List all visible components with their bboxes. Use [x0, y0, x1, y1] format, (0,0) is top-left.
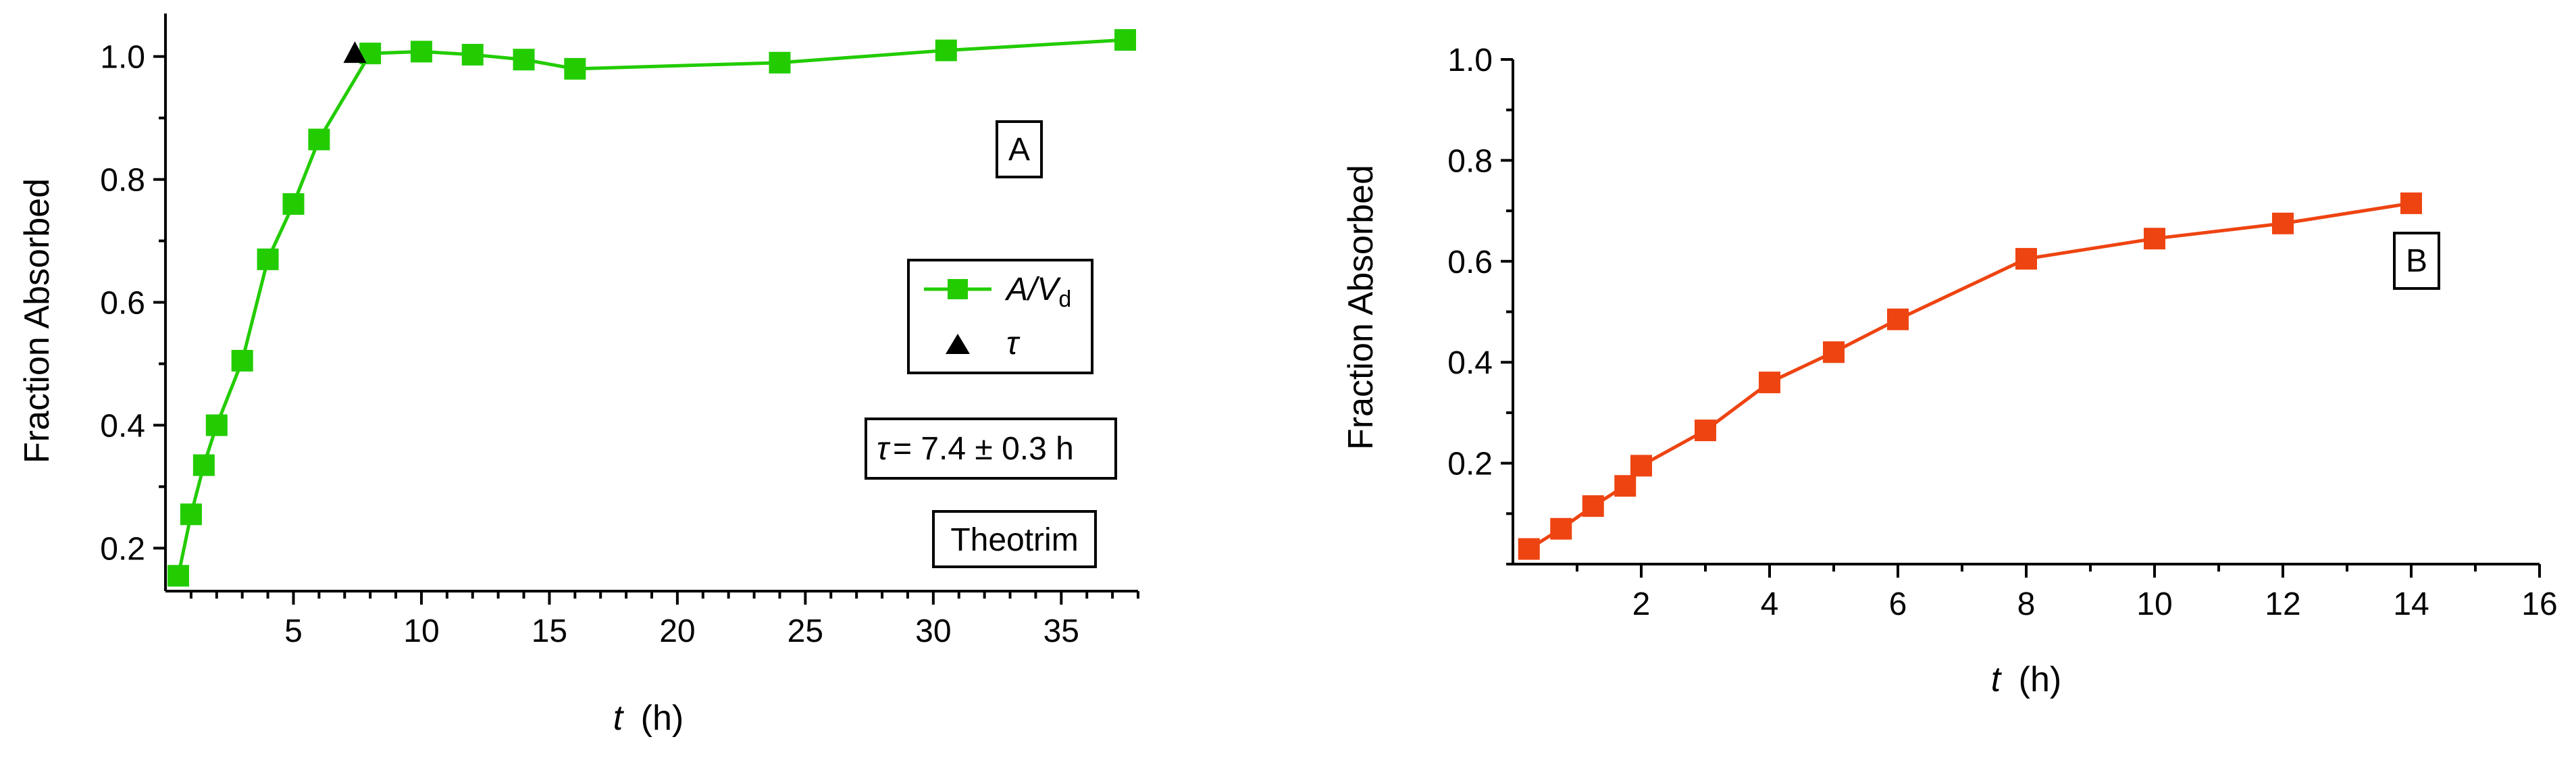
panel-b-y-tick-label: 1.0 [1447, 43, 1493, 78]
panel-b-data-point [2272, 212, 2294, 234]
panel-a-ticks: 0.2 0.4 0.6 0.8 1.0 5 10 15 20 25 30 35 [100, 40, 1139, 649]
panel-b-ticks: 0.2 0.4 0.6 0.8 1.0 2 4 6 8 10 12 14 16 [1447, 43, 2557, 622]
panel-b-data-point [1823, 341, 1845, 363]
panel-a-data-point [461, 43, 484, 66]
panel-a-legend: A/Vd τ [907, 259, 1093, 374]
panel-a-x-tick-label: 10 [403, 613, 439, 649]
panel-a-y-tick-label: 0.8 [100, 163, 145, 199]
panel-b-label: B [2406, 243, 2427, 279]
panel-b-data-point [1695, 420, 1716, 442]
panel-b-data-point [1550, 517, 1572, 540]
panel-b-data-point [2015, 248, 2037, 270]
chart-panel-a: 0.2 0.4 0.6 0.8 1.0 5 10 15 20 25 30 35 Fraction Ab… [18, 14, 1139, 738]
panel-a-y-tick-label: 1.0 [100, 40, 145, 76]
tau-symbol: τ [877, 431, 891, 467]
panel-b-x-tick-label: 10 [2136, 586, 2172, 622]
panel-b-series-line [1528, 201, 2412, 551]
panel-b-data-point [1887, 308, 1909, 330]
panel-a-data-point [180, 503, 202, 526]
panel-a-data-point [308, 128, 330, 151]
panel-a-x-axis-unit: (h) [641, 699, 684, 738]
panel-a-x-axis-title: t (h) [613, 699, 684, 738]
panel-a-series-line [176, 38, 1126, 576]
panel-b-x-tick-label: 12 [2265, 586, 2300, 622]
panel-b-y-tick-label: 0.4 [1447, 345, 1493, 381]
tau-value-text: τ = 7.4 ± 0.3 h [877, 431, 1074, 467]
panel-a-y-tick-label: 0.6 [100, 286, 145, 322]
legend-triangle-marker [946, 334, 970, 354]
panel-a-y-tick-label: 0.4 [100, 408, 145, 444]
panel-b-data-point [1759, 372, 1780, 394]
panel-a-x-tick-label: 25 [788, 613, 823, 649]
panel-b-axes [1512, 59, 2540, 565]
panel-b-data-point [1518, 538, 1540, 560]
panel-a-data-point [167, 565, 189, 587]
panel-a-tau-marker [343, 41, 367, 64]
legend-square-marker [948, 279, 968, 299]
panel-a-data-point [935, 39, 957, 61]
panel-a-data-point [192, 454, 215, 476]
panel-a-y-axis-title: Fraction Absorbed [18, 178, 57, 463]
panel-a-data-point [257, 248, 279, 270]
panel-b-y-tick-label: 0.8 [1447, 143, 1493, 179]
panel-a-x-tick-label: 30 [915, 613, 951, 649]
panel-b-data-point [2144, 228, 2165, 250]
panel-b-x-axis-unit: (h) [2019, 660, 2062, 699]
panel-b-y-tick-label: 0.6 [1447, 245, 1493, 280]
panel-a-data-point [564, 57, 586, 80]
panel-b-x-tick-label: 4 [1761, 586, 1779, 622]
drug-name-box: Theotrim [932, 510, 1097, 568]
panel-a-data-point [231, 349, 253, 372]
panel-a-label-box: A [996, 120, 1043, 178]
panel-b-y-axis-title: Fraction Absorbed [1341, 165, 1381, 450]
panel-b-x-tick-label: 16 [2521, 586, 2557, 622]
panel-a-data-point [282, 193, 305, 215]
legend-series-label: A/Vd [1004, 272, 1071, 312]
panel-b-series [1518, 192, 2422, 560]
panel-a-label: A [1008, 132, 1030, 168]
panel-a-data-point [410, 41, 432, 63]
panel-b-data-point [1582, 495, 1604, 517]
panel-b-x-tick-label: 2 [1632, 586, 1651, 622]
panel-b-x-axis-title: t (h) [1991, 660, 2061, 699]
drug-name: Theotrim [950, 522, 1078, 558]
legend-series-label-main: A/V [1004, 272, 1061, 307]
panel-a-x-tick-label: 20 [659, 613, 695, 649]
panel-a-data-point [1114, 29, 1137, 51]
panel-b-y-tick-label: 0.2 [1447, 447, 1493, 482]
panel-b-x-tick-label: 8 [2017, 586, 2036, 622]
panel-a-x-tick-label: 5 [284, 613, 303, 649]
panel-b-data-point [1630, 455, 1652, 477]
panel-b-data-point [1614, 475, 1637, 497]
panel-a-data-point [513, 49, 535, 71]
legend-series-label-sub: d [1058, 286, 1071, 312]
panel-a-x-axis-var: t [613, 699, 625, 738]
panel-a-x-tick-label: 35 [1044, 613, 1079, 649]
panel-a-y-tick-label: 0.2 [100, 531, 145, 567]
panel-a-data-point [205, 414, 228, 436]
panel-a-series [167, 29, 1137, 587]
panel-a-x-tick-label: 15 [532, 613, 567, 649]
tau-value: = 7.4 ± 0.3 h [893, 431, 1074, 467]
panel-b-data-point [2400, 192, 2422, 214]
panel-b-x-tick-label: 6 [1889, 586, 1907, 622]
legend-tau-label: τ [1006, 326, 1021, 361]
panel-b-x-tick-label: 14 [2393, 586, 2429, 622]
chart-panel-b: 0.2 0.4 0.6 0.8 1.0 2 4 6 8 10 12 14 16 Fraction Abs… [1341, 43, 2558, 699]
panel-b-label-box: B [2393, 232, 2440, 290]
panel-b-x-axis-var: t [1991, 660, 2003, 699]
panel-a-data-point [769, 51, 791, 74]
tau-value-box: τ = 7.4 ± 0.3 h [865, 418, 1117, 480]
